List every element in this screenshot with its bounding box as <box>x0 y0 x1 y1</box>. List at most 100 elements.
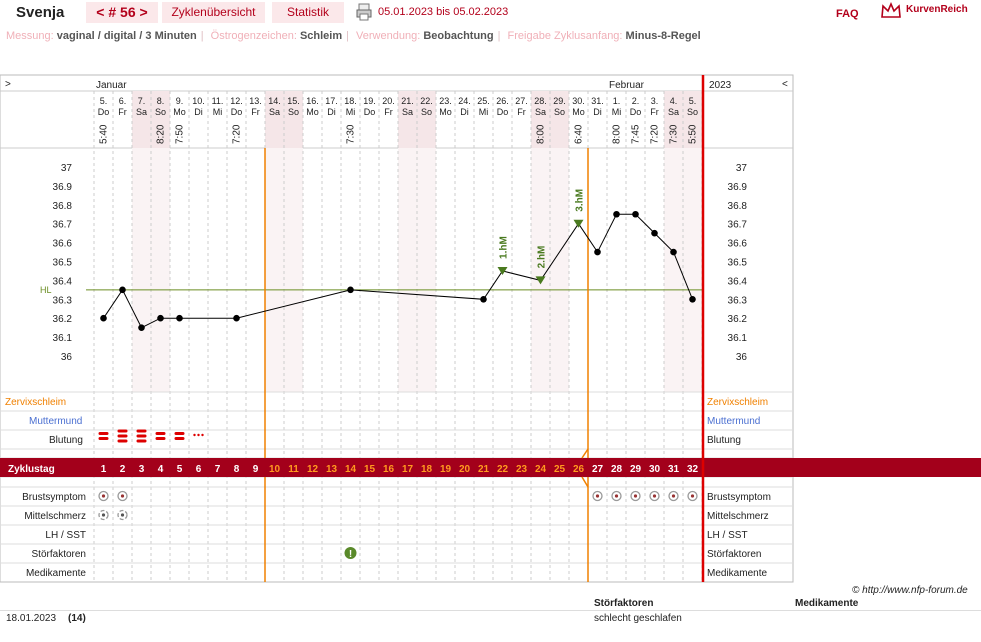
row-label-brustsymptom-right: Brustsymptom <box>707 492 771 503</box>
breast-symptom-icon <box>668 490 679 502</box>
row-label-blutung-right: Blutung <box>707 435 741 446</box>
weekend-column <box>683 148 702 392</box>
day-time-label: 7:20 <box>650 124 661 144</box>
row-label-lh-sst: LH / SST <box>45 530 86 541</box>
day-weekday-label: Fr <box>118 107 127 117</box>
temperature-point <box>632 210 639 218</box>
tab-statistics[interactable]: Statistik <box>272 2 344 23</box>
cycle-day-number: 11 <box>288 464 299 475</box>
y-tick-left: 36.2 <box>53 314 73 325</box>
day-date-label: 6. <box>119 96 127 106</box>
faq-link[interactable]: FAQ <box>836 8 859 20</box>
copyright[interactable]: © http://www.nfp-forum.de <box>852 585 968 596</box>
y-tick-right: 36.9 <box>728 182 748 193</box>
cycle-day-number: 1 <box>101 464 107 475</box>
y-tick-left: 36.4 <box>53 276 73 287</box>
weekend-shade <box>550 91 569 148</box>
messung-label: Messung: <box>6 30 54 42</box>
day-date-label: 15. <box>287 96 300 106</box>
temperature-point <box>651 229 658 237</box>
day-weekday-label: Di <box>460 107 469 117</box>
day-weekday-label: So <box>288 107 299 117</box>
day-weekday-label: Mo <box>173 107 186 117</box>
cycle-day-number: 32 <box>687 464 699 475</box>
oestrogen-value: Schleim <box>299 30 343 42</box>
day-time-label: 7:45 <box>631 124 642 144</box>
cycle-day-number: 9 <box>253 464 259 475</box>
weekend-shade <box>664 91 683 148</box>
y-tick-left: 36 <box>61 352 73 363</box>
cover-line-connector <box>581 476 589 488</box>
day-date-label: 9. <box>176 96 184 106</box>
brand-logo[interactable]: KurvenReich <box>906 4 968 15</box>
cycle-day-number: 31 <box>668 464 680 475</box>
cycle-day-number: 21 <box>478 464 490 475</box>
y-tick-left: 36.5 <box>53 258 73 269</box>
bleeding-mark <box>155 432 166 435</box>
print-icon[interactable] <box>356 3 372 21</box>
y-tick-left: 36.7 <box>53 220 73 231</box>
y-tick-right: 36.4 <box>728 276 748 287</box>
day-time-label: 8:00 <box>536 124 547 144</box>
year-label: 2023 <box>709 80 732 91</box>
footer-col-medikamente: Medikamente <box>795 598 859 609</box>
temperature-point <box>157 314 164 322</box>
day-weekday-label: Di <box>327 107 336 117</box>
weekend-shade <box>151 91 170 148</box>
cycle-day-number: 29 <box>630 464 642 475</box>
day-date-label: 30. <box>572 96 585 106</box>
y-tick-right: 36.6 <box>728 239 748 250</box>
footer-entry-text: schlecht geschlafen <box>594 613 682 624</box>
temperature-point <box>689 296 696 303</box>
breast-symptom-dot <box>120 494 125 498</box>
freigabe-label: Freigabe Zyklusanfang: <box>507 30 623 42</box>
day-date-label: 25. <box>477 96 490 106</box>
day-date-label: 21. <box>401 96 414 106</box>
temperature-point <box>594 248 601 256</box>
day-weekday-label: Do <box>497 107 509 117</box>
bleeding-mark <box>117 434 128 438</box>
bleeding-mark <box>174 437 185 440</box>
day-date-label: 14. <box>268 96 281 106</box>
day-weekday-label: Mi <box>479 107 489 117</box>
weekend-shade <box>417 91 436 148</box>
day-date-label: 22. <box>420 96 433 106</box>
hm-label: 2.hM <box>537 246 548 269</box>
cycle-nav-button[interactable]: < # 56 > <box>86 2 158 23</box>
day-weekday-label: Mi <box>346 107 356 117</box>
breast-symptom-dot <box>101 494 106 498</box>
day-time-label: 8:00 <box>612 124 623 144</box>
weekend-column <box>531 148 550 392</box>
day-weekday-label: So <box>155 107 166 117</box>
nav-prev-button[interactable]: > <box>5 79 11 90</box>
spotting-dot <box>193 433 196 437</box>
day-time-label: 7:20 <box>232 124 243 144</box>
day-time-label: 7:30 <box>346 124 357 144</box>
row-label-stoerfaktoren-right: Störfaktoren <box>707 549 761 560</box>
temperature-point <box>670 248 677 256</box>
hm-label: 1.hM <box>499 236 510 259</box>
cycle-day-number: 23 <box>516 464 528 475</box>
bleeding-mark <box>136 429 147 433</box>
y-tick-left: 36.8 <box>53 201 73 212</box>
cycle-day-number: 8 <box>234 464 240 475</box>
footer-entry-date: 18.01.2023 <box>6 613 57 624</box>
cycle-day-number: 17 <box>402 464 414 475</box>
bleeding-mark <box>136 439 147 443</box>
day-date-label: 27. <box>515 96 528 106</box>
cycle-day-number: 14 <box>345 464 357 475</box>
y-tick-right: 37 <box>736 163 748 174</box>
row-label-zervixschleim: Zervixschleim <box>5 397 66 408</box>
day-weekday-label: Di <box>194 107 203 117</box>
day-time-label: 6:40 <box>574 124 585 144</box>
cycle-day-band <box>0 458 981 477</box>
tab-cycle-overview[interactable]: Zyklenübersicht <box>162 2 265 23</box>
day-weekday-label: Fr <box>251 107 260 117</box>
breast-symptom-icon <box>98 490 109 502</box>
oestrogen-label: Östrogenzeichen: <box>210 30 297 42</box>
breast-symptom-icon <box>630 490 641 502</box>
nav-next-button[interactable]: < <box>782 79 788 90</box>
bleeding-mark <box>155 437 166 440</box>
day-date-label: 26. <box>496 96 509 106</box>
weekend-column <box>151 148 170 392</box>
